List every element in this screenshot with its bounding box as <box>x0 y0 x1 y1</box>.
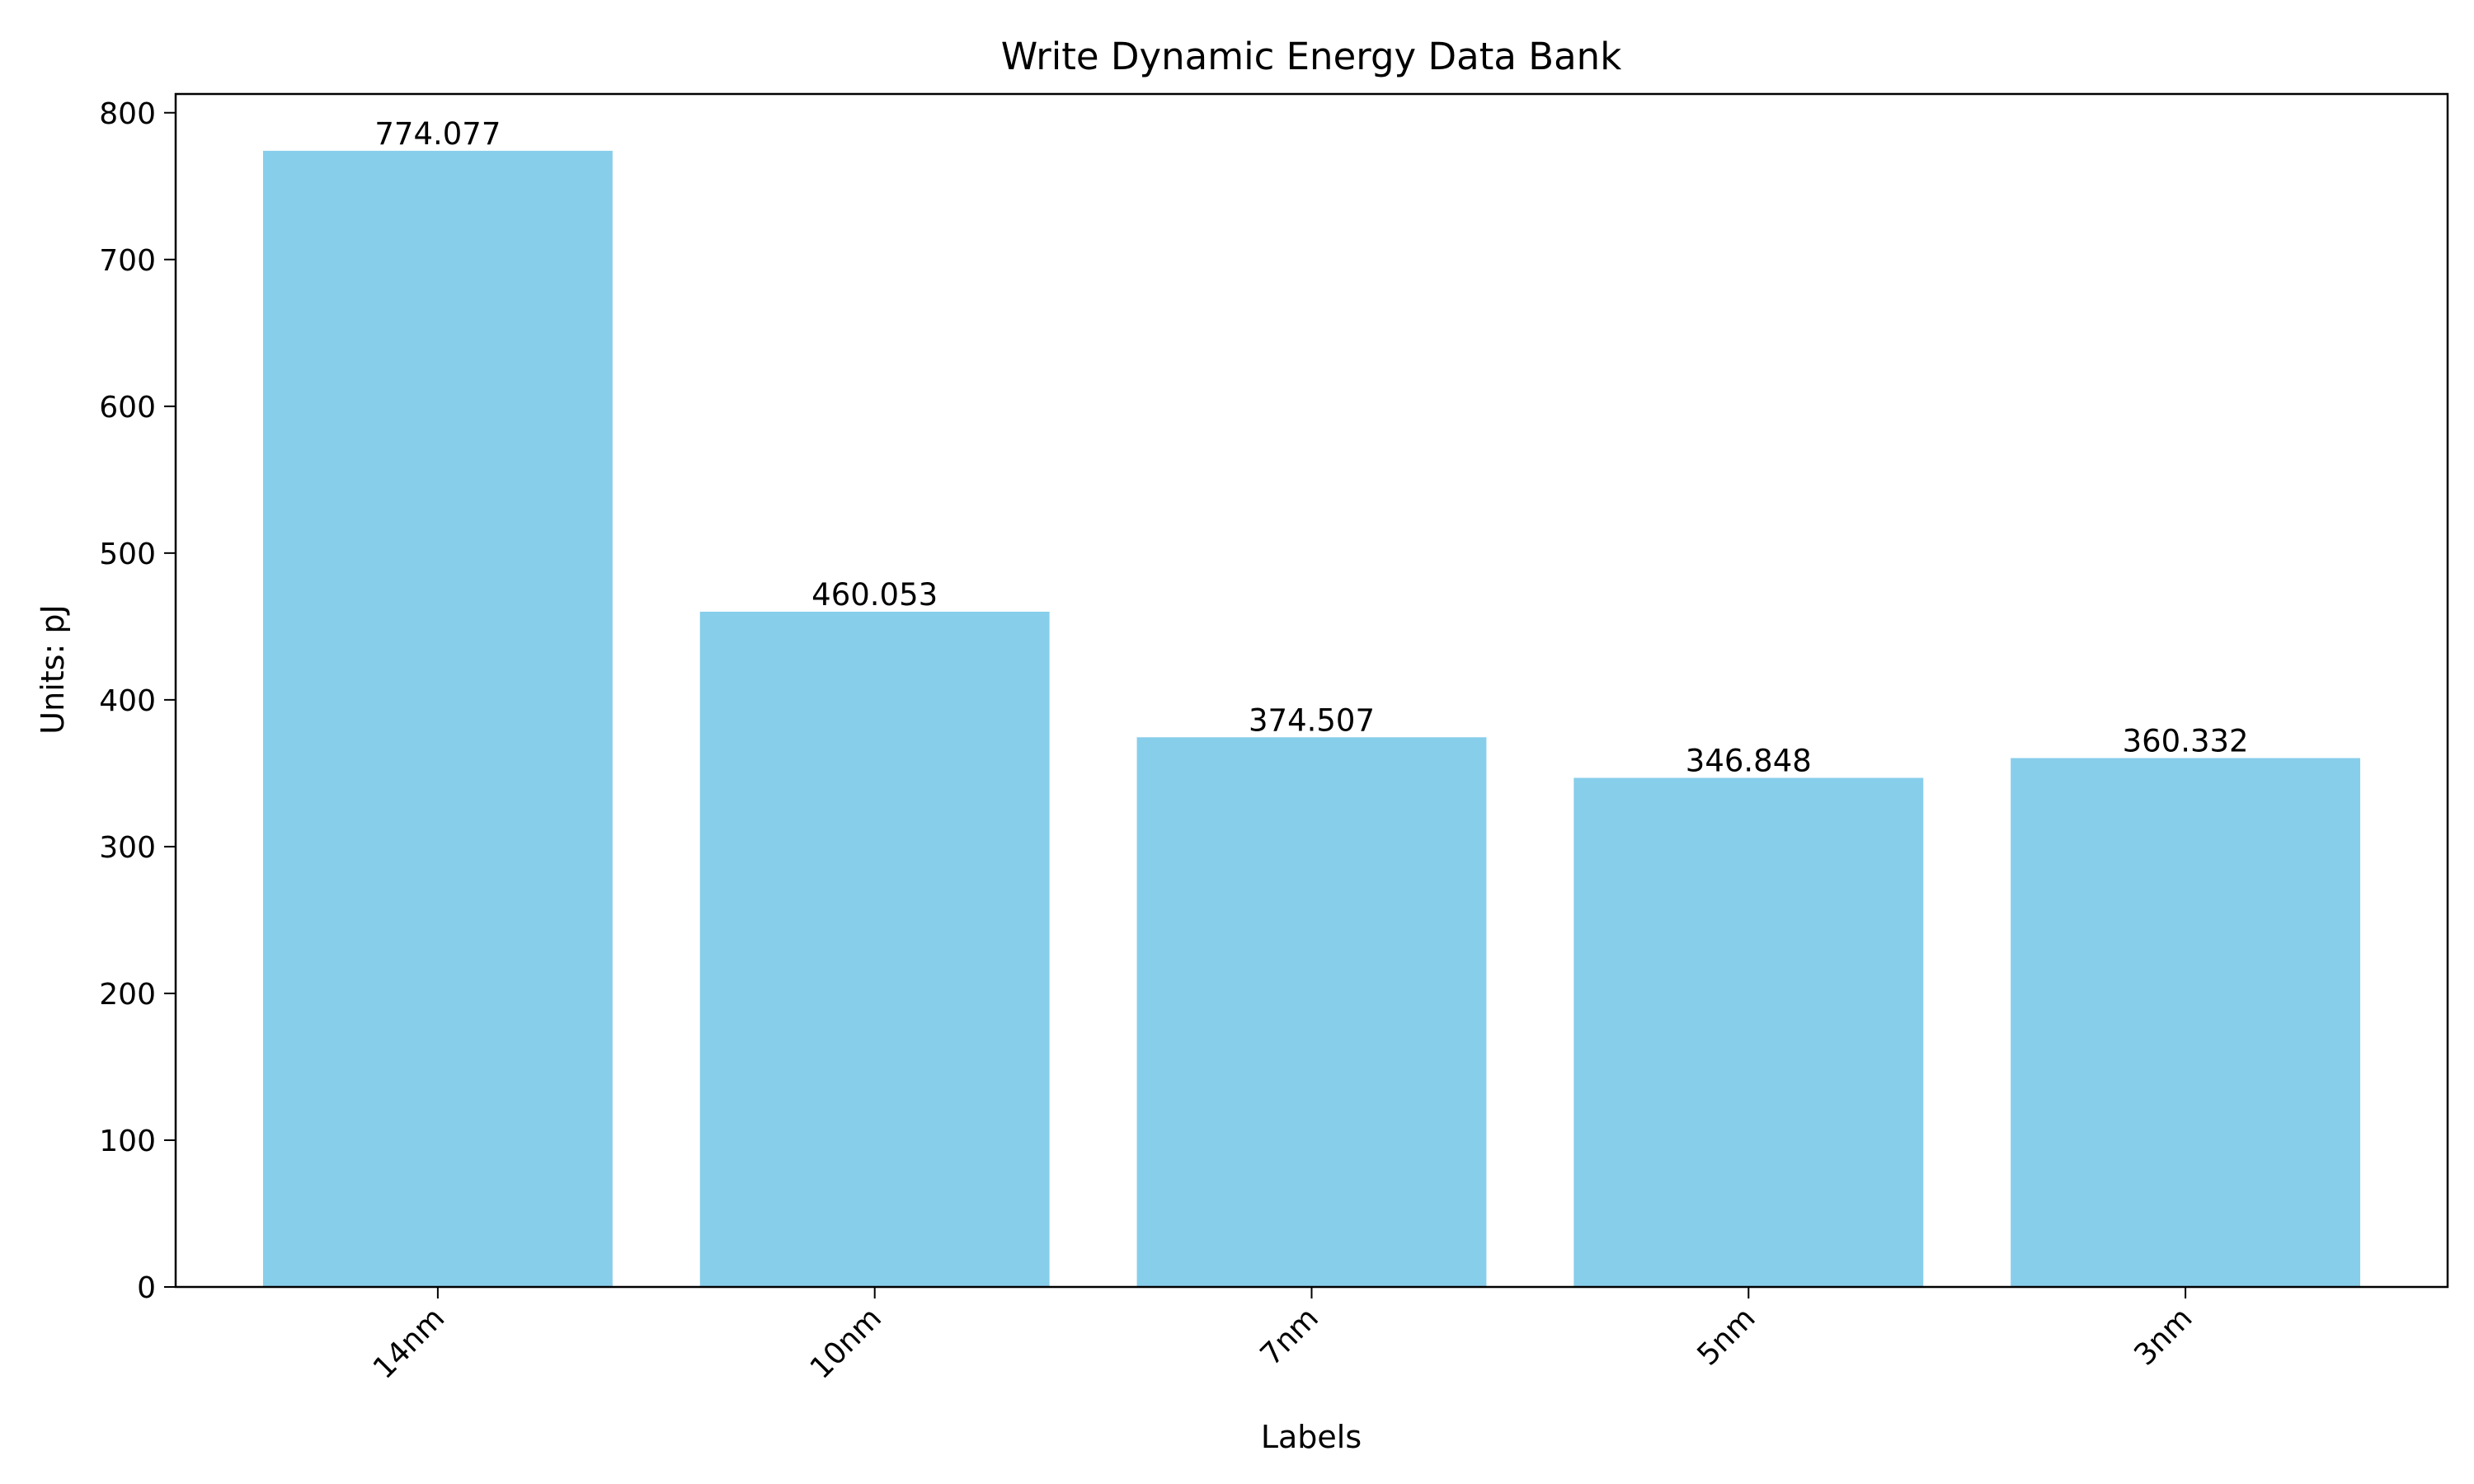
y-tick-label: 200 <box>99 978 156 1012</box>
bar-7nm <box>1136 737 1487 1287</box>
x-axis-label: Labels <box>1261 1419 1362 1455</box>
bar-10nm <box>699 611 1050 1287</box>
data-label-14nm: 774.077 <box>374 116 501 152</box>
bar-3nm <box>2011 758 2361 1287</box>
bar-14nm <box>262 150 613 1287</box>
data-label-5nm: 346.848 <box>1686 744 1812 779</box>
plot-frame <box>174 92 2449 1289</box>
data-label-7nm: 374.507 <box>1249 702 1375 738</box>
data-label-10nm: 460.053 <box>811 577 938 613</box>
chart-title: Write Dynamic Energy Data Bank <box>1001 35 1622 78</box>
y-tick-label: 500 <box>99 538 156 571</box>
y-tick-label: 0 <box>137 1271 156 1305</box>
y-tick-label: 300 <box>99 831 156 865</box>
data-label-3nm: 360.332 <box>2123 723 2249 758</box>
y-axis-label: Units: pJ <box>35 604 71 734</box>
y-tick-label: 700 <box>99 244 156 278</box>
bar-5nm <box>1573 777 1924 1287</box>
y-tick-label: 400 <box>99 684 156 718</box>
y-tick-label: 800 <box>99 97 156 131</box>
y-tick-label: 100 <box>99 1125 156 1158</box>
y-tick-label: 600 <box>99 391 156 425</box>
